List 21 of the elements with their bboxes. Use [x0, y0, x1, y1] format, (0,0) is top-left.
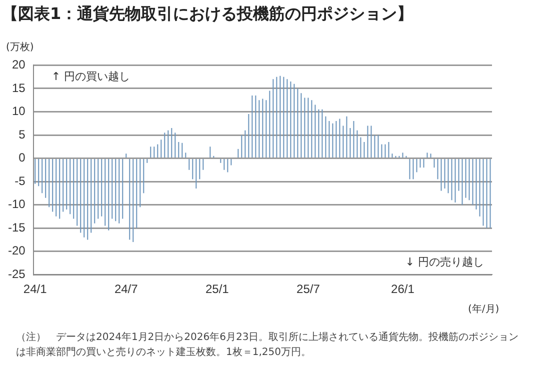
y-tick-label: 5: [18, 127, 26, 142]
x-tick-label: 25/1: [205, 282, 230, 296]
y-tick-label: -5: [14, 174, 26, 188]
x-axis-title: (年/月): [468, 303, 500, 316]
y-tick-label: -15: [8, 220, 26, 234]
x-tick-label: 25/7: [296, 282, 320, 296]
x-tick-label: 24/1: [23, 282, 48, 296]
annotation: ↓ 円の売り越し: [405, 255, 484, 268]
y-tick-label: -25: [8, 266, 26, 281]
y-tick-label: 10: [12, 104, 26, 118]
text: （注） データは2024年1月2日から2026年6月23日。取引所に上場されている通貨先物。投機筋のポジションは非商業部門の買いと売りのネット建玉枚数。1枚＝1,250万円。: [16, 330, 520, 360]
y-tick-label: -10: [8, 197, 26, 212]
y-tick-label: -20: [8, 244, 26, 258]
y-axis-title: (万枚): [6, 40, 34, 54]
y-tick-label: 0: [18, 150, 26, 165]
annotation: ↑ 円の買い越し: [51, 70, 130, 84]
x-tick-label: 26/1: [391, 282, 415, 296]
y-tick-label: 15: [12, 80, 26, 95]
y-tick-label: 20: [12, 58, 26, 72]
x-tick-label: 24/7: [114, 282, 138, 296]
chart-title: 【図表1：通貨先物取引における投機筋の円ポジション】: [2, 4, 414, 25]
